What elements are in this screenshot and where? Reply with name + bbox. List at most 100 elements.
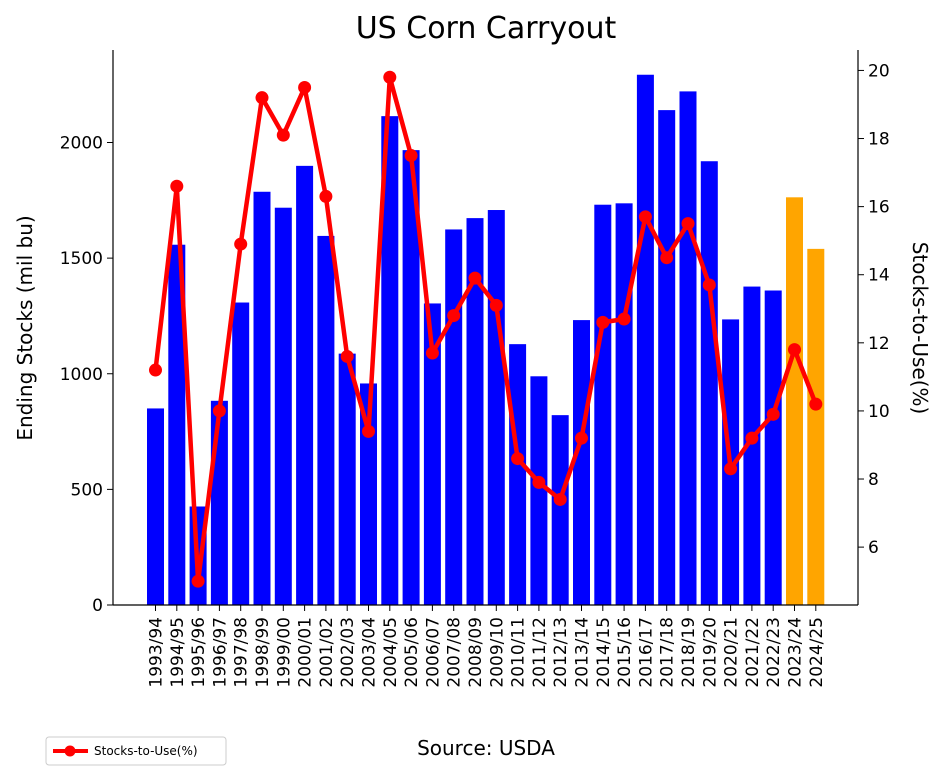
x-tick-label-2004-05: 2004/05 (381, 617, 401, 688)
stocks-to-use-point-1997-98 (234, 237, 248, 251)
bar-1993-94 (147, 408, 164, 605)
right-tick-label: 6 (868, 538, 879, 558)
x-tick-label-2008-09: 2008/09 (466, 617, 486, 688)
x-tick-label-2021-22: 2021/22 (743, 617, 763, 688)
stocks-to-use-point-2019-20 (702, 278, 716, 292)
x-tick-label-2014-15: 2014/15 (594, 617, 614, 688)
bar-2012-13 (551, 415, 569, 605)
x-tick-label-1995-96: 1995/96 (189, 617, 209, 688)
bar-2005-06 (402, 150, 420, 605)
line-series-group (149, 70, 823, 588)
bar-1994-95 (168, 244, 186, 605)
stocks-to-use-point-2014-15 (596, 315, 610, 329)
stocks-to-use-point-2015-16 (617, 312, 631, 326)
bar-2004-05 (381, 116, 399, 605)
x-tick-label-2023-24: 2023/24 (786, 617, 806, 688)
stocks-to-use-point-2006-07 (425, 346, 439, 360)
right-tick-label: 8 (868, 470, 879, 490)
bar-2002-03 (338, 353, 356, 605)
bar-1999-00 (274, 207, 292, 605)
bar-2009-10 (487, 210, 505, 605)
bar-2019-20 (700, 161, 718, 606)
stocks-to-use-point-1996-97 (212, 404, 226, 418)
stocks-to-use-point-2002-03 (340, 349, 354, 363)
y2-axis-label: Stocks-to-Use(%) (908, 242, 932, 415)
bar-2010-11 (509, 344, 527, 605)
legend-frame (45, 736, 227, 766)
stocks-to-use-point-2020-21 (724, 462, 738, 476)
left-tick-label: 1000 (60, 365, 103, 385)
stocks-to-use-point-2024-25 (809, 397, 823, 411)
bar-1997-98 (232, 302, 250, 605)
right-tick-label: 16 (868, 198, 890, 218)
bar-2000-01 (296, 165, 314, 606)
stocks-to-use-point-2005-06 (404, 149, 418, 163)
stocks-to-use-point-2011-12 (532, 475, 546, 489)
right-tick-label: 14 (868, 266, 890, 286)
stocks-to-use-point-2022-23 (766, 407, 780, 421)
bar-1996-97 (210, 400, 228, 605)
stocks-to-use-point-2016-17 (638, 210, 652, 224)
bar-2003-04 (360, 383, 377, 605)
x-tick-label-2022-23: 2022/23 (764, 617, 784, 688)
chart-title: US Corn Carryout (356, 11, 617, 46)
stocks-to-use-point-2004-05 (383, 70, 397, 84)
x-tick-label-2006-07: 2006/07 (423, 617, 443, 688)
stocks-to-use-point-1995-96 (191, 574, 205, 588)
bar-2016-17 (636, 74, 654, 606)
x-tick-label-2020-21: 2020/21 (722, 617, 742, 688)
bar-2014-15 (594, 204, 612, 605)
stocks-to-use-point-2010-11 (511, 452, 525, 466)
right-tick-label: 12 (868, 334, 890, 354)
left-tick-label: 2000 (60, 134, 103, 154)
bar-2011-12 (530, 376, 548, 605)
bar-2022-23 (764, 290, 782, 605)
stocks-to-use-point-2021-22 (745, 431, 759, 445)
stocks-to-use-point-2001-02 (319, 189, 333, 203)
x-tick-label-2024-25: 2024/25 (807, 617, 827, 688)
x-tick-label-1998-99: 1998/99 (253, 617, 273, 688)
y-axis-label: Ending Stocks (mil bu) (13, 215, 37, 440)
left-axis-ticks: 0 500 1000 1500 2000 (60, 134, 113, 616)
x-tick-label-1996-97: 1996/97 (210, 617, 230, 688)
stocks-to-use-point-2007-08 (447, 309, 461, 323)
x-tick-label-2013-14: 2013/14 (573, 617, 593, 688)
x-tick-label-2009-10: 2009/10 (487, 617, 507, 688)
stocks-to-use-point-1998-99 (255, 91, 269, 105)
x-tick-label-1993-94: 1993/94 (147, 617, 167, 688)
left-tick-label: 0 (92, 596, 103, 616)
stocks-to-use-point-2000-01 (298, 80, 312, 94)
right-axis-ticks: 6 8 10 12 14 16 18 20 (858, 61, 890, 558)
x-tick-label-1997-98: 1997/98 (232, 617, 252, 688)
stocks-to-use-point-2008-09 (468, 271, 482, 285)
x-tick-label-1994-95: 1994/95 (168, 617, 188, 688)
stocks-to-use-point-1994-95 (170, 179, 184, 193)
right-tick-label: 10 (868, 402, 890, 422)
stocks-to-use-point-1993-94 (149, 363, 162, 377)
x-tick-label-2007-08: 2007/08 (445, 617, 465, 688)
right-tick-label: 18 (868, 130, 890, 150)
x-tick-label-2016-17: 2016/17 (636, 617, 656, 688)
x-axis-ticks: 1993/94 1994/95 1995/96 1996/97 1997/98 1998/… (147, 605, 827, 688)
source-note: Source: USDA (417, 736, 555, 760)
x-tick-label-1999-00: 1999/00 (274, 617, 294, 688)
bar-2023-24 (786, 197, 803, 605)
stocks-to-use-point-2012-13 (553, 492, 567, 506)
x-tick-label-2017-18: 2017/18 (658, 617, 678, 688)
bar-2015-16 (615, 203, 633, 605)
bar-2013-14 (573, 320, 590, 605)
legend: Stocks-to-Use(%) (45, 736, 227, 766)
x-tick-label-2015-16: 2015/16 (615, 617, 635, 688)
x-tick-label-2011-12: 2011/12 (530, 617, 550, 688)
x-tick-label-2001-02: 2001/02 (317, 617, 337, 688)
x-tick-label-2002-03: 2002/03 (338, 617, 358, 688)
stocks-to-use-point-2018-19 (681, 217, 695, 231)
x-tick-label-2018-19: 2018/19 (679, 617, 699, 688)
bar-2001-02 (317, 235, 335, 606)
left-tick-label: 500 (71, 480, 103, 500)
x-tick-label-2000-01: 2000/01 (296, 617, 316, 688)
bar-2021-22 (743, 286, 761, 605)
legend-marker (64, 745, 76, 757)
